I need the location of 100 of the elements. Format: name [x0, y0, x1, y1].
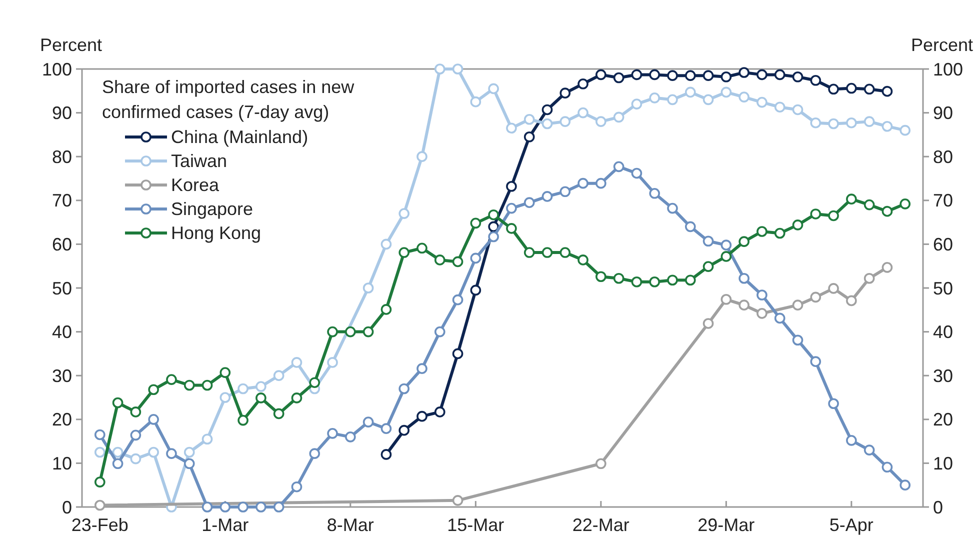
point — [434, 406, 446, 418]
point — [756, 69, 768, 80]
point — [596, 116, 606, 127]
point — [613, 112, 624, 123]
point — [613, 272, 624, 284]
point — [130, 430, 142, 441]
y-tick-label: 90 — [52, 103, 72, 124]
point — [649, 92, 660, 104]
point — [327, 428, 338, 439]
y2-tick-label: 30 — [933, 366, 954, 386]
point — [613, 72, 624, 84]
x-tick-label: 29-Mar — [698, 515, 755, 535]
point — [684, 274, 696, 286]
point — [631, 69, 642, 80]
y-axis-title: Percent — [40, 35, 102, 55]
point — [524, 197, 535, 208]
point — [882, 206, 893, 217]
point — [238, 383, 248, 394]
point — [702, 318, 714, 329]
point — [256, 392, 266, 404]
y-tick-label: 0 — [62, 497, 72, 518]
point — [792, 71, 804, 82]
point — [810, 292, 822, 303]
x-tick-label: 1-Mar — [202, 515, 249, 535]
point — [470, 252, 482, 264]
point — [720, 86, 732, 98]
point — [684, 86, 696, 98]
y-tick-label: 60 — [52, 234, 72, 254]
point — [702, 70, 714, 81]
point — [846, 117, 857, 128]
point — [362, 282, 374, 294]
y-tick-label: 70 — [52, 190, 72, 211]
point — [578, 78, 588, 90]
point — [309, 377, 320, 388]
point — [720, 294, 732, 305]
point — [130, 453, 142, 464]
point — [864, 199, 875, 210]
point — [380, 423, 392, 434]
point — [684, 70, 696, 81]
point — [291, 357, 302, 368]
x-tick-label: 23-Feb — [71, 515, 128, 535]
point — [596, 178, 606, 189]
point — [792, 220, 804, 230]
point — [613, 161, 624, 172]
point — [362, 416, 374, 428]
point — [864, 116, 875, 127]
point — [882, 86, 893, 97]
point — [578, 254, 588, 266]
x-tick-label: 15-Mar — [447, 515, 504, 535]
point — [560, 186, 571, 198]
point — [452, 64, 464, 74]
point — [792, 300, 804, 310]
point — [738, 300, 750, 310]
x-tick-label: 22-Mar — [572, 515, 630, 535]
point — [828, 84, 839, 95]
point — [774, 102, 786, 113]
point — [684, 221, 696, 232]
point — [864, 444, 875, 456]
point — [220, 502, 231, 512]
y2-tick-label: 80 — [933, 146, 954, 167]
point — [94, 500, 106, 511]
point — [756, 290, 768, 300]
legend-title: Share of imported cases in new confirmed cases (7-day avg) — [102, 77, 356, 122]
point — [828, 118, 839, 130]
point — [184, 458, 195, 470]
point — [738, 272, 750, 284]
x-tick-label: 5-Apr — [829, 515, 874, 535]
point — [309, 448, 320, 459]
point — [470, 284, 482, 296]
point — [667, 94, 678, 106]
y2-tick-label: 50 — [933, 278, 954, 298]
point — [774, 69, 786, 80]
point — [846, 435, 857, 446]
y2-tick-label: 0 — [933, 497, 944, 518]
point — [166, 374, 177, 385]
point — [756, 96, 768, 108]
point — [506, 122, 517, 134]
point — [380, 449, 392, 460]
point — [882, 262, 893, 273]
point — [756, 226, 768, 237]
point — [434, 326, 446, 338]
point — [864, 272, 875, 284]
point — [631, 276, 642, 288]
point — [649, 69, 660, 80]
legend-label: Hong Kong — [171, 223, 262, 243]
point — [864, 84, 875, 95]
point — [702, 94, 714, 106]
point — [220, 392, 231, 403]
point — [452, 348, 464, 360]
point — [416, 151, 428, 162]
point — [273, 370, 284, 382]
point — [327, 357, 338, 368]
point — [148, 414, 159, 425]
point — [112, 458, 124, 470]
point — [398, 383, 410, 394]
point — [846, 295, 857, 306]
point — [667, 202, 678, 214]
legend-label: Singapore — [171, 199, 254, 219]
point — [202, 434, 213, 445]
point — [720, 71, 732, 82]
